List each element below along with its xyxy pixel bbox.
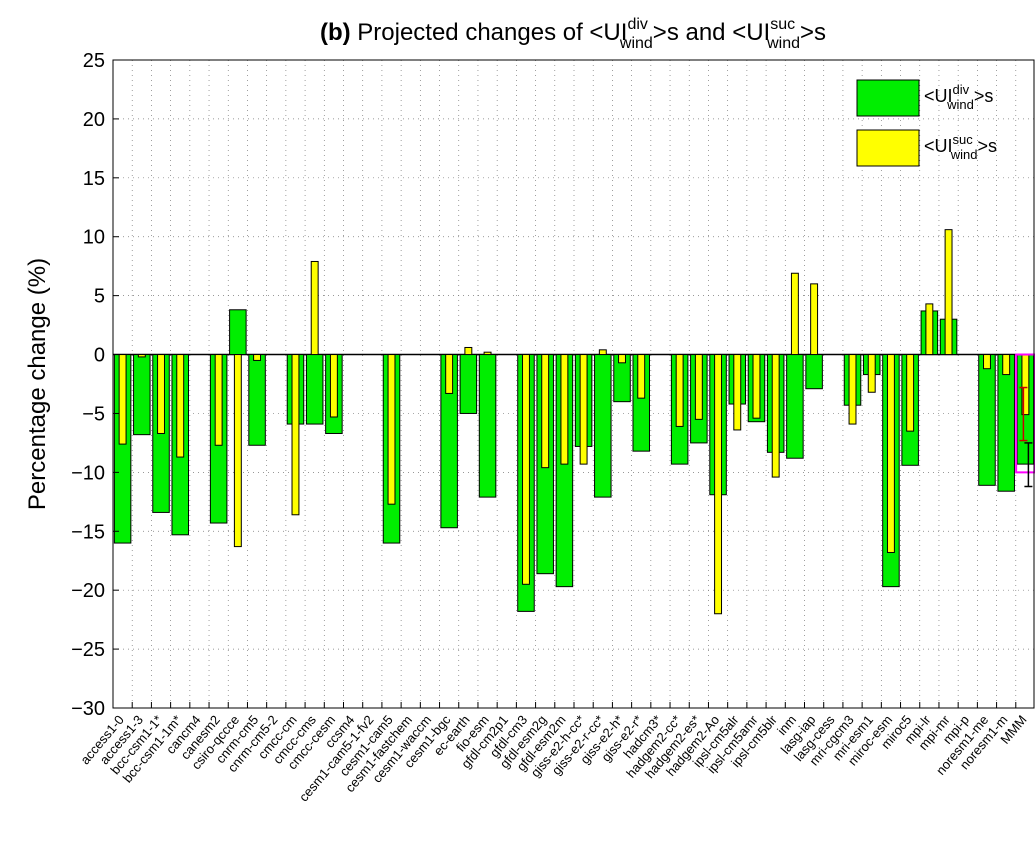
bar-suc (560, 354, 569, 465)
y-tick-label: −5 (82, 403, 105, 425)
title-part: >s and <UI (653, 19, 770, 46)
bar-suc (233, 354, 242, 548)
title-part: >s (800, 19, 826, 46)
bar-suc (694, 354, 703, 420)
title-part: wind (766, 35, 800, 52)
legend: <UIdiv wind>s <UIsuc wind>s (856, 79, 997, 167)
bar-div (786, 354, 804, 459)
bar-suc (483, 351, 492, 356)
x-axis: access1-0access1-3bcc-csm1-1*bcc-csm1-1m… (77, 702, 1030, 804)
bar-suc (848, 354, 857, 425)
bar-suc (733, 354, 742, 431)
bar-div (805, 354, 823, 390)
bar-div (594, 354, 612, 498)
bar-suc (944, 229, 953, 356)
y-tick-label: −15 (71, 521, 105, 543)
bar-suc (579, 354, 588, 465)
bar-suc (790, 272, 799, 356)
bar-div (133, 354, 151, 436)
bar-suc (329, 354, 338, 418)
bars (113, 229, 1035, 615)
title-part: suc (770, 16, 795, 33)
bar-suc (310, 260, 319, 356)
y-tick-label: 20 (83, 109, 105, 131)
bar-suc (906, 354, 915, 432)
bar-suc (1002, 354, 1011, 376)
bar-suc (157, 354, 165, 434)
bar-suc (387, 354, 396, 505)
y-tick-label: 25 (83, 50, 105, 72)
bar-suc (752, 354, 761, 419)
bar-suc (445, 354, 454, 394)
bar-div (459, 354, 478, 414)
y-tick-label: 10 (83, 227, 105, 249)
y-tick-label: −20 (71, 580, 105, 602)
bar-suc (176, 354, 185, 458)
bar-suc (886, 354, 895, 553)
bar-suc (541, 354, 550, 469)
bar-div (978, 354, 996, 486)
y-tick-label: −30 (71, 698, 105, 720)
bar-suc (118, 354, 127, 445)
bar-suc (810, 283, 819, 356)
legend-swatch (856, 79, 920, 117)
bar-suc (983, 354, 991, 370)
bar-suc (637, 354, 646, 399)
title-part: wind (619, 35, 653, 52)
bar-suc (214, 354, 223, 446)
bar-suc (598, 349, 607, 356)
grid-lines (113, 59, 1035, 709)
bar-suc (867, 354, 876, 393)
title-part: div (627, 16, 647, 33)
y-tick-label: 0 (94, 345, 105, 367)
y-tick-label: 15 (83, 168, 105, 190)
bar-suc (253, 354, 262, 361)
bar-div (229, 309, 247, 356)
chart-title: (b) Projected changes of <UIdiv wind>s an… (320, 16, 826, 52)
bar-suc (771, 354, 780, 478)
y-tick-label: −10 (71, 462, 105, 484)
bar-suc (291, 354, 300, 516)
title-part: Projected changes of <UI (357, 19, 627, 46)
y-tick-label: 5 (94, 286, 105, 308)
title-prefix: (b) (320, 19, 357, 46)
bar-div (305, 354, 324, 425)
bar-div (248, 354, 266, 446)
bar-suc (464, 346, 473, 356)
y-axis-label: Percentage change (%) (24, 258, 51, 510)
bar-suc (925, 303, 934, 356)
bar-suc (675, 354, 684, 427)
y-axis: −30 −25 −20 −15 −10 −5 0 5 10 15 20 25 (71, 50, 119, 720)
bar-suc (522, 354, 530, 585)
bar-suc (714, 354, 723, 615)
bar-suc (618, 354, 626, 364)
legend-label: <UIdiv wind>s (924, 82, 993, 112)
legend-swatch (856, 129, 920, 167)
bar-suc (137, 354, 146, 358)
legend-label: <UIsuc wind>s (924, 132, 997, 162)
y-tick-label: −25 (71, 639, 105, 661)
bar-div (478, 354, 497, 498)
